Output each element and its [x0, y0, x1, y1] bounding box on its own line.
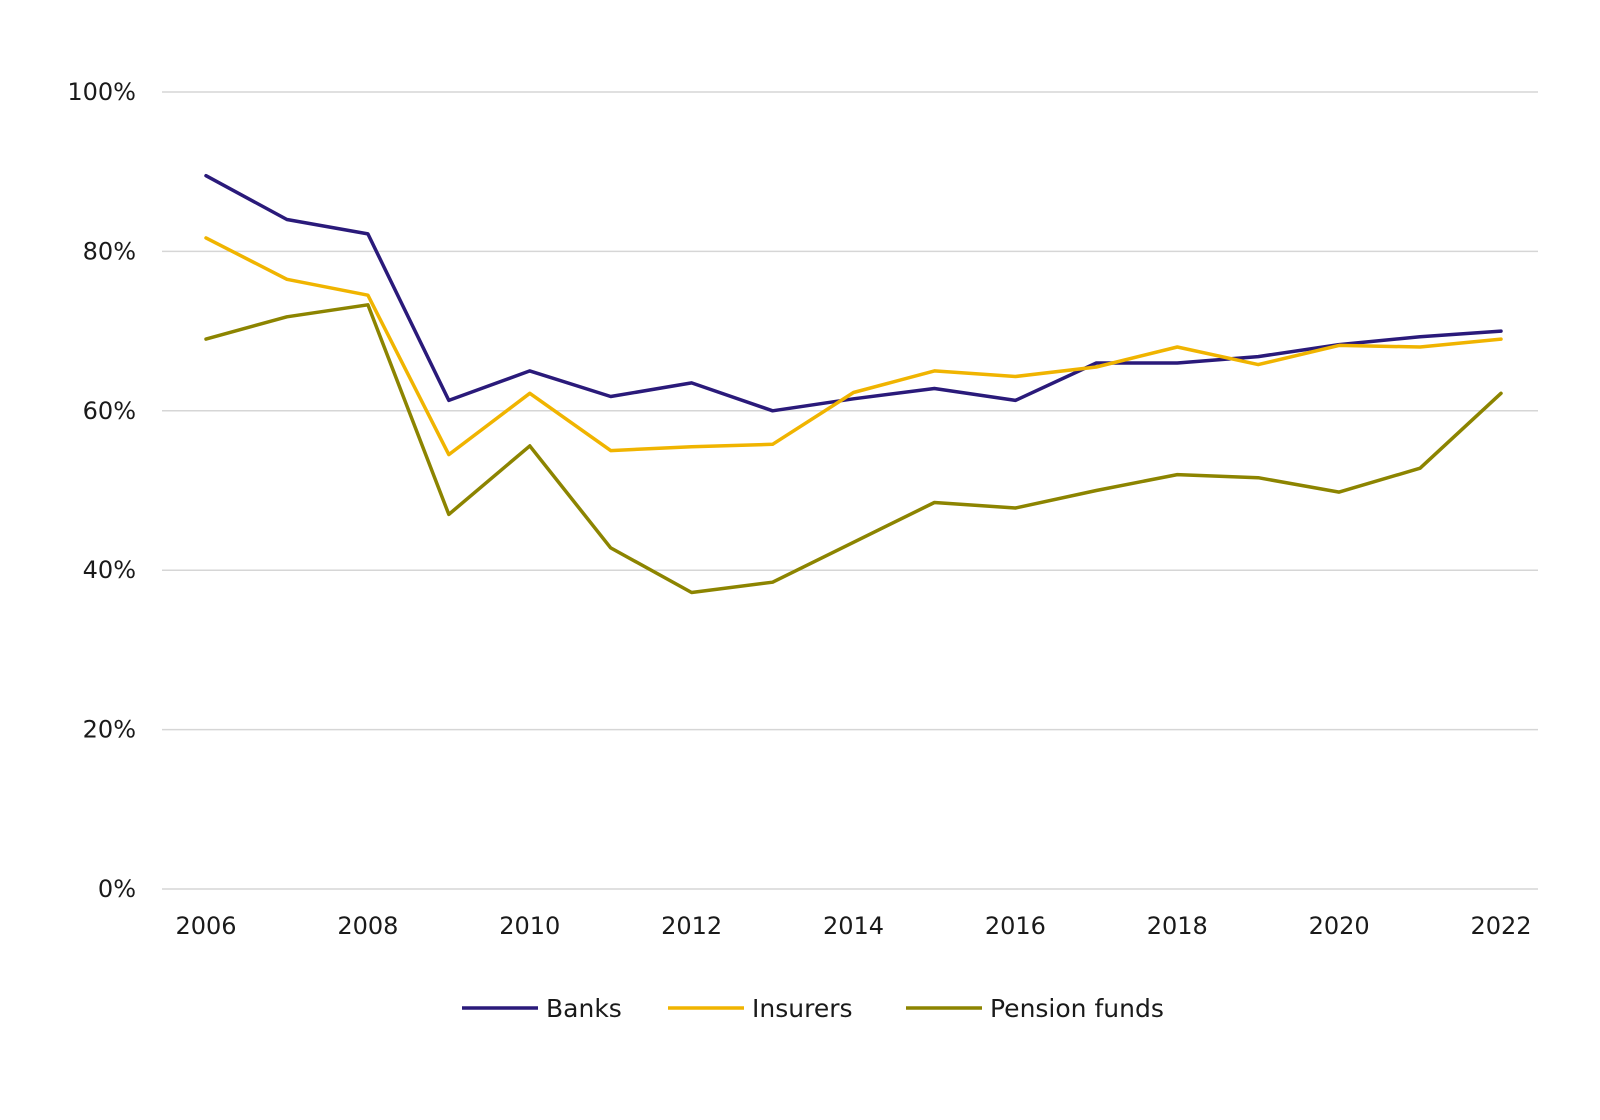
legend: Banks Insurers Pension funds [462, 994, 1164, 1023]
y-tick-label: 0% [98, 875, 136, 903]
series-lines [204, 173, 1503, 595]
x-tick-label: 2014 [823, 912, 884, 940]
series-line-banks [204, 173, 1503, 413]
x-tick-label: 2016 [985, 912, 1046, 940]
y-axis: 0% 20% 40% 60% 80% 100% [67, 78, 136, 903]
legend-label-banks: Banks [546, 994, 622, 1023]
y-tick-label: 80% [83, 237, 136, 265]
series-line-pension-funds [204, 303, 1503, 595]
series-line-insurers [204, 236, 1503, 457]
legend-label-pension-funds: Pension funds [990, 994, 1164, 1023]
gridlines [162, 91, 1538, 890]
y-tick-label: 60% [83, 397, 136, 425]
y-tick-label: 20% [83, 716, 136, 744]
x-tick-label: 2022 [1470, 912, 1531, 940]
x-tick-label: 2018 [1147, 912, 1208, 940]
x-tick-label: 2020 [1309, 912, 1370, 940]
legend-label-insurers: Insurers [752, 994, 853, 1023]
y-tick-label: 100% [67, 78, 136, 106]
x-tick-label: 2012 [661, 912, 722, 940]
y-tick-label: 40% [83, 556, 136, 584]
x-tick-label: 2006 [175, 912, 236, 940]
x-axis: 2006 2008 2010 2012 2014 2016 2018 2020 2022 [175, 912, 1531, 940]
x-tick-label: 2010 [499, 912, 560, 940]
x-tick-label: 2008 [337, 912, 398, 940]
